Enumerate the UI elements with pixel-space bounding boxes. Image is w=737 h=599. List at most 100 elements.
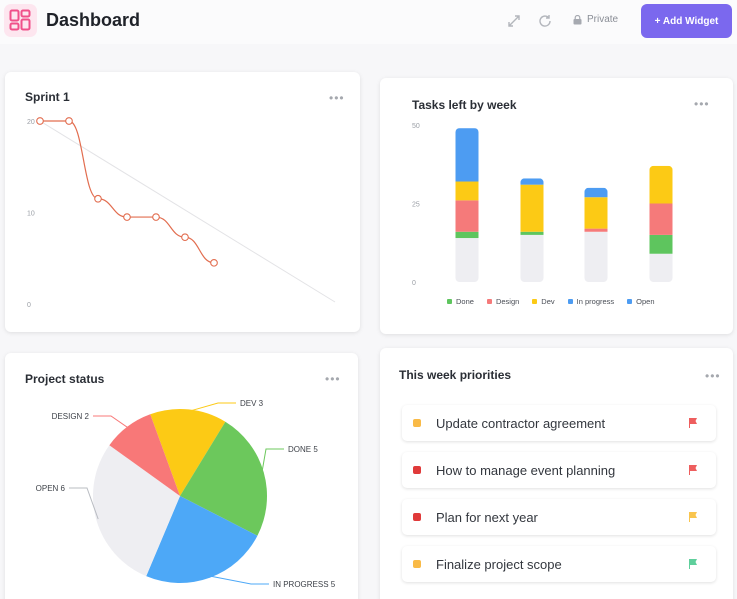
tasks-bar-segment: [649, 253, 673, 282]
pie-slice-label: DESIGN 2: [52, 412, 90, 421]
tasks-bar: [584, 187, 608, 282]
pie-slice: [109, 414, 180, 496]
tasks-more-icon[interactable]: •••: [694, 97, 710, 111]
tasks-bar-segment: [649, 234, 673, 254]
tasks-legend: Done Design Dev In progress Open: [447, 297, 655, 306]
tasks-bar-chart: 50 25 0: [412, 123, 673, 287]
pie-label-leader: [188, 402, 236, 412]
sprint-data-point: [210, 258, 218, 267]
lock-icon: [573, 14, 582, 24]
tasks-bar-segment: [584, 197, 608, 229]
tasks-bar-segment: [455, 231, 479, 239]
sprint-ytick-label: 10: [27, 211, 35, 218]
legend-dot: [447, 299, 452, 304]
priority-item[interactable]: Finalize project scope: [402, 546, 716, 582]
sprint-burndown-chart: 20 10 0: [27, 117, 336, 309]
flag-icon[interactable]: [687, 417, 699, 429]
priorities-more-icon[interactable]: •••: [705, 369, 721, 383]
legend-dot: [627, 299, 633, 304]
pie-label-leader: [208, 575, 269, 585]
priority-text: Update contractor agreement: [436, 416, 606, 431]
tasks-bar-segment: [520, 231, 544, 235]
private-label: Private: [587, 14, 619, 25]
sprint-widget: Sprint 1 ••• 20 10 0: [5, 72, 360, 332]
tasks-bar-segment: [520, 178, 544, 185]
tasks-legend-item: Open: [627, 297, 655, 306]
pie-slice-label: DEV 3: [240, 399, 264, 408]
priority-item[interactable]: Update contractor agreement: [402, 405, 716, 441]
sprint-data-point: [65, 117, 73, 125]
sprint-data-point: [36, 117, 44, 125]
priorities-title: This week priorities: [399, 368, 512, 382]
tasks-title: Tasks left by week: [412, 98, 517, 112]
priority-text: Finalize project scope: [436, 557, 562, 572]
status-more-icon[interactable]: •••: [325, 372, 341, 386]
priority-item[interactable]: How to manage event planning: [402, 452, 716, 488]
tasks-bar-segment: [584, 228, 608, 232]
pie-slice: [92, 445, 180, 577]
pie-slice: [146, 496, 258, 583]
pie-slice: [180, 421, 268, 536]
tasks-bar-segment: [455, 181, 479, 201]
priority-text: Plan for next year: [436, 510, 538, 525]
pie-label-leader: [93, 415, 129, 429]
pie-slice: [150, 409, 226, 496]
privacy-toggle[interactable]: Private: [573, 14, 618, 25]
sprint-ytick-label: 20: [27, 119, 35, 126]
legend-label: Done: [456, 297, 474, 306]
sprint-data-point: [123, 213, 131, 221]
status-title: Project status: [25, 372, 105, 386]
tasks-legend-item: Done: [447, 297, 474, 306]
legend-label: Design: [495, 297, 520, 306]
tasks-bar: [520, 178, 544, 282]
pie-slice-label: DONE 5: [288, 445, 318, 454]
tasks-bar-segment: [520, 234, 544, 282]
status-pie-chart: DEV 3 DONE 5 IN PROGRESS 5 OPEN 6 DESIGN 2: [36, 399, 336, 589]
priority-status-square: [413, 513, 421, 521]
tasks-legend-item: Dev: [532, 297, 555, 306]
sprint-ideal-line: [39, 120, 336, 303]
priority-item[interactable]: Plan for next year: [402, 499, 716, 535]
tasks-ytick-label: 50: [412, 123, 420, 130]
tasks-bar-segment: [455, 200, 479, 232]
legend-label: In progress: [576, 297, 615, 306]
tasks-ytick-label: 25: [412, 202, 420, 209]
tasks-bar-segment: [584, 187, 608, 198]
legend-dot: [486, 299, 492, 304]
legend-label: Dev: [541, 297, 555, 306]
tasks-legend-item: In progress: [567, 297, 615, 306]
pie-slice-label: OPEN 6: [36, 484, 66, 493]
tasks-bar-segment: [649, 203, 673, 235]
priorities-widget: This week priorities ••• Update contract…: [380, 348, 733, 599]
priority-text: How to manage event planning: [436, 463, 616, 478]
sprint-data-point: [94, 194, 102, 203]
tasks-bar: [455, 128, 479, 282]
flag-icon[interactable]: [687, 558, 699, 570]
priority-status-square: [413, 419, 421, 427]
legend-dot: [567, 299, 573, 304]
flag-icon[interactable]: [687, 511, 699, 523]
tasks-legend-item: Design: [486, 297, 520, 306]
tasks-bar-segment: [455, 238, 479, 282]
add-widget-button[interactable]: + Add Widget: [641, 4, 732, 38]
sprint-title: Sprint 1: [25, 90, 70, 104]
refresh-icon[interactable]: [537, 13, 553, 29]
sprint-data-point: [152, 213, 160, 221]
priority-status-square: [413, 466, 421, 474]
top-bar: Dashboard Private + Add Widget: [0, 0, 737, 44]
tasks-ytick-label: 0: [412, 280, 416, 287]
sprint-ytick-label: 0: [27, 302, 31, 309]
tasks-bar-segment: [520, 184, 544, 232]
tasks-widget: Tasks left by week ••• 50 25 0 Done Design D…: [380, 78, 733, 334]
sprint-actual-line: [40, 120, 215, 264]
expand-icon[interactable]: [506, 13, 522, 29]
pie-label-leader: [69, 487, 99, 520]
sprint-more-icon[interactable]: •••: [329, 91, 345, 105]
flag-icon[interactable]: [687, 464, 699, 476]
pie-label-leader: [261, 448, 284, 474]
tasks-bar-segment: [455, 128, 479, 182]
dashboard-logo-icon: [4, 4, 37, 37]
tasks-bar: [649, 165, 673, 282]
tasks-bar-segment: [649, 165, 673, 204]
priority-status-square: [413, 560, 421, 568]
